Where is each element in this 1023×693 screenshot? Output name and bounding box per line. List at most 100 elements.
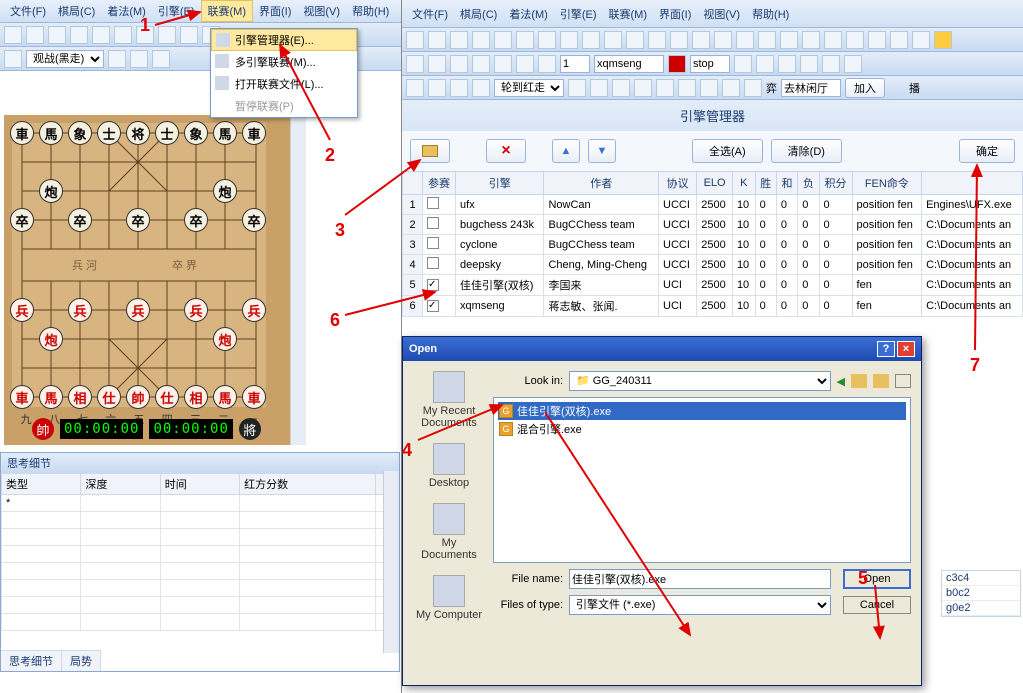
tb-icon[interactable] [744, 79, 762, 97]
checkbox[interactable] [427, 197, 439, 209]
th-time[interactable]: 时间 [160, 474, 239, 495]
tb-icon[interactable] [406, 31, 424, 49]
th-score[interactable]: 红方分数 [240, 474, 376, 495]
tb-icon[interactable] [934, 31, 952, 49]
think-scroll[interactable] [383, 471, 399, 653]
cell-chk[interactable] [423, 275, 456, 296]
menu-ui[interactable]: 界面(I) [253, 1, 297, 21]
table-row[interactable]: 5 佳佳引擎(双核) 李国来 UCI 2500 10 0 0 0 0 fen C… [403, 275, 1023, 296]
tb-icon[interactable] [516, 55, 534, 73]
tb-icon[interactable] [158, 26, 176, 44]
place-input[interactable] [781, 79, 841, 97]
delete-button[interactable]: × [486, 139, 526, 163]
file-item[interactable]: G佳佳引擎(双核).exe [498, 402, 906, 420]
board-scroll[interactable] [290, 115, 306, 445]
tb-icon[interactable] [634, 79, 652, 97]
tb-icon[interactable] [722, 79, 740, 97]
tb-icon[interactable] [912, 31, 930, 49]
turn-combo[interactable]: 轮到红走 [494, 79, 564, 97]
chess-piece[interactable]: 馬 [213, 121, 237, 145]
checkbox[interactable] [427, 279, 439, 291]
dd-engine-manager[interactable]: 引擎管理器(E)... [211, 29, 357, 51]
menu-league[interactable]: 联赛(M) [603, 4, 654, 24]
cell-chk[interactable] [423, 195, 456, 215]
tb-icon[interactable] [604, 31, 622, 49]
tb-icon[interactable] [800, 55, 818, 73]
chess-piece[interactable]: 炮 [39, 327, 63, 351]
chess-piece[interactable]: 仕 [97, 385, 121, 409]
chess-piece[interactable]: 車 [242, 121, 266, 145]
clear-button[interactable]: 清除(D) [771, 139, 842, 163]
chess-piece[interactable]: 仕 [155, 385, 179, 409]
tb-icon[interactable] [670, 31, 688, 49]
chess-piece[interactable]: 卒 [10, 208, 34, 232]
lookin-combo[interactable]: 📁 GG_240311 [569, 371, 831, 391]
tb-icon[interactable] [4, 50, 22, 68]
tb-icon[interactable] [736, 31, 754, 49]
chess-piece[interactable]: 士 [155, 121, 179, 145]
tb-icon[interactable] [824, 31, 842, 49]
tb-icon[interactable] [802, 31, 820, 49]
tb-icon[interactable] [428, 55, 446, 73]
th-depth[interactable]: 深度 [81, 474, 160, 495]
tb-icon[interactable] [822, 55, 840, 73]
file-item[interactable]: G混合引擎.exe [498, 420, 906, 438]
tb-icon[interactable] [758, 31, 776, 49]
th-draw[interactable]: 和 [776, 172, 797, 195]
tb-icon[interactable] [26, 26, 44, 44]
chess-piece[interactable]: 卒 [184, 208, 208, 232]
tb-icon[interactable] [180, 26, 198, 44]
table-row[interactable]: 4 deepsky Cheng, Ming-Cheng UCCI 2500 10… [403, 255, 1023, 275]
stop-input[interactable] [690, 55, 730, 73]
dd-multi-league[interactable]: 多引擎联赛(M)... [211, 51, 357, 73]
tb-icon[interactable] [516, 31, 534, 49]
menu-file[interactable]: 文件(F) [4, 1, 52, 21]
chess-piece[interactable]: 兵 [184, 298, 208, 322]
th-type[interactable]: 类型 [2, 474, 81, 495]
menu-move[interactable]: 着法(M) [503, 4, 554, 24]
chess-piece[interactable]: 炮 [213, 179, 237, 203]
th-path[interactable] [922, 172, 1023, 195]
cell-chk[interactable] [423, 296, 456, 317]
tb-icon[interactable] [472, 55, 490, 73]
tb-icon[interactable] [494, 55, 512, 73]
checkbox[interactable] [427, 300, 439, 312]
tb-icon[interactable] [778, 55, 796, 73]
chess-piece[interactable]: 炮 [213, 327, 237, 351]
chess-piece[interactable]: 兵 [126, 298, 150, 322]
select-all-button[interactable]: 全选(A) [692, 139, 763, 163]
tb-icon[interactable] [844, 55, 862, 73]
tb-icon[interactable] [428, 31, 446, 49]
cell-chk[interactable] [423, 235, 456, 255]
chess-piece[interactable]: 兵 [242, 298, 266, 322]
th-elo[interactable]: ELO [697, 172, 733, 195]
open-button[interactable]: Open [843, 569, 911, 589]
table-row[interactable]: 2 bugchess 243k BugCChess team UCCI 2500… [403, 215, 1023, 235]
tb-icon[interactable] [648, 31, 666, 49]
menu-view[interactable]: 视图(V) [297, 1, 346, 21]
tb-icon[interactable] [472, 79, 490, 97]
chess-piece[interactable]: 馬 [39, 121, 63, 145]
move-up-button[interactable]: ▲ [552, 139, 580, 163]
tb-icon[interactable] [494, 31, 512, 49]
tab-situation[interactable]: 局势 [62, 651, 101, 671]
tb-icon[interactable] [756, 55, 774, 73]
tb-icon[interactable] [626, 31, 644, 49]
checkbox[interactable] [427, 217, 439, 229]
chess-piece[interactable]: 卒 [242, 208, 266, 232]
chess-piece[interactable]: 卒 [126, 208, 150, 232]
chess-piece[interactable]: 兵 [68, 298, 92, 322]
table-row[interactable]: 3 cyclone BugCChess team UCCI 2500 10 0 … [403, 235, 1023, 255]
place-mycomputer[interactable]: My Computer [416, 575, 482, 621]
tb-icon[interactable] [700, 79, 718, 97]
dd-open-league[interactable]: 打开联赛文件(L)... [211, 73, 357, 95]
chess-board[interactable]: 兵 河 卒 界 車馬象士将士象馬車炮炮卒卒卒卒卒兵兵兵兵兵炮炮車馬相仕帥仕相馬車 [12, 123, 266, 407]
chess-piece[interactable]: 象 [184, 121, 208, 145]
tb-icon[interactable] [92, 26, 110, 44]
menu-engine[interactable]: 引擎(E) [152, 1, 201, 21]
chess-piece[interactable]: 将 [126, 121, 150, 145]
place-mydocs[interactable]: My Documents [413, 503, 485, 561]
tb-icon[interactable] [656, 79, 674, 97]
th-loss[interactable]: 负 [798, 172, 819, 195]
checkbox[interactable] [427, 257, 439, 269]
